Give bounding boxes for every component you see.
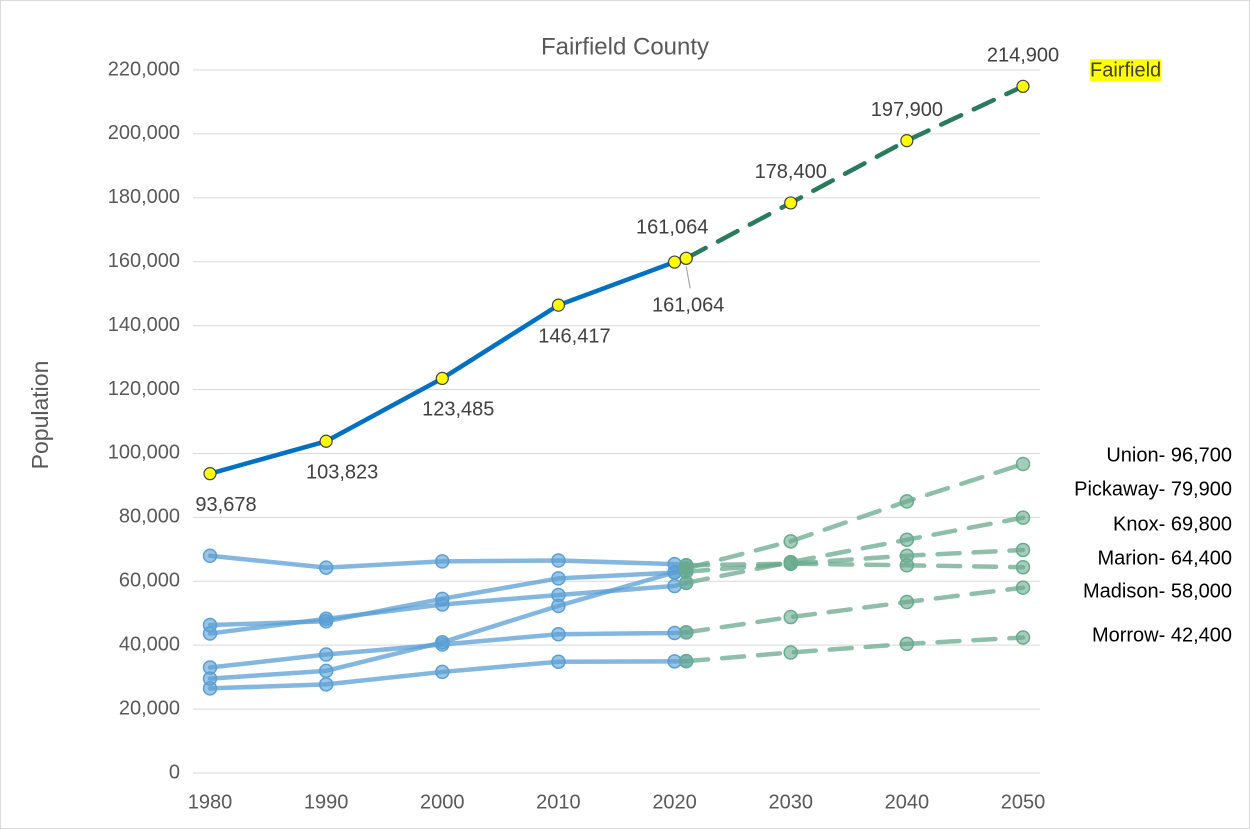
data-label: 161,064 [636,217,708,239]
y-tick-label: 20,000 [119,697,180,719]
x-tick-label: 2000 [420,791,465,813]
data-point [202,660,218,675]
y-tick-label: 140,000 [108,314,180,336]
series-line [683,635,1026,664]
data-point [783,609,798,625]
data-point [435,371,449,386]
county-label: Morrow- 42,400 [1092,624,1232,646]
county-label: Madison- 58,000 [1083,580,1232,602]
data-point [1015,580,1031,595]
series-line [683,561,1026,570]
x-tick-label: 1980 [188,791,233,813]
y-tick-label: 100,000 [108,442,180,464]
y-tick-label: 0 [169,761,180,783]
county-label: Knox- 69,800 [1113,513,1232,535]
data-point [899,494,915,509]
y-tick-label: 220,000 [108,58,180,80]
x-tick-label: 2050 [1001,791,1046,813]
y-tick-label: 180,000 [108,186,180,208]
data-point [202,617,218,633]
data-point [318,614,334,629]
data-label: 93,678 [195,494,256,516]
county-label: Union- 96,700 [1106,444,1232,466]
data-point [1015,630,1031,645]
data-point [318,663,334,679]
series-name-highlight [1090,59,1162,82]
data-point [899,558,915,573]
data-point [784,196,798,210]
leader-line [685,266,691,289]
data-point [203,467,217,481]
data-point [551,571,566,586]
data-point [679,251,693,265]
data-point [1015,542,1031,558]
data-point [667,255,682,269]
data-point [900,134,914,148]
data-label: 197,900 [871,99,943,121]
series-line [683,461,1026,571]
data-point [783,556,798,571]
data-point [899,532,915,547]
data-point [1015,559,1031,575]
data-point [318,677,334,692]
data-label: 161,064 [652,295,724,317]
data-point [551,654,566,669]
county-label: Marion- 64,400 [1097,547,1232,569]
data-label: 214,900 [987,45,1059,67]
series-line [683,585,1026,635]
y-tick-label: 60,000 [119,570,180,592]
x-tick-label: 2010 [536,791,581,813]
data-point [435,637,450,652]
data-point [318,560,334,575]
data-point [551,626,566,642]
series-line [683,84,1026,261]
data-label: 103,823 [306,462,378,484]
data-point [899,636,915,652]
x-tick-label: 2020 [652,791,697,813]
data-point [678,653,694,669]
data-point [551,553,566,568]
y-tick-label: 160,000 [108,250,180,272]
data-point [551,587,566,603]
data-point [202,548,218,564]
county-label: Pickaway- 79,900 [1074,478,1232,500]
x-tick-label: 2040 [885,791,930,813]
data-label: 146,417 [538,325,610,347]
data-point [551,298,566,312]
data-point [783,645,798,660]
data-label: 178,400 [755,161,827,183]
data-point [1015,456,1031,472]
series-name-label: Fairfield [1090,59,1161,81]
y-axis-label: Population [27,361,53,470]
data-point [435,664,450,680]
data-point [435,591,450,607]
data-point [202,681,218,696]
data-point [783,534,798,549]
series-line [683,547,1026,574]
chart-title: Fairfield County [541,33,709,60]
data-point [1015,510,1031,525]
data-point [899,594,915,610]
data-point [435,554,450,569]
data-point [678,558,694,573]
data-point [319,434,333,448]
data-point [1016,79,1030,93]
series-line [683,515,1026,586]
x-tick-label: 2030 [768,791,813,813]
y-tick-label: 40,000 [119,633,180,655]
y-tick-label: 200,000 [108,122,180,144]
y-tick-label: 120,000 [108,378,180,400]
data-point [318,647,334,662]
x-tick-label: 1990 [304,791,349,813]
data-point [678,625,694,640]
data-label: 123,485 [422,399,494,421]
y-tick-label: 80,000 [119,506,180,528]
